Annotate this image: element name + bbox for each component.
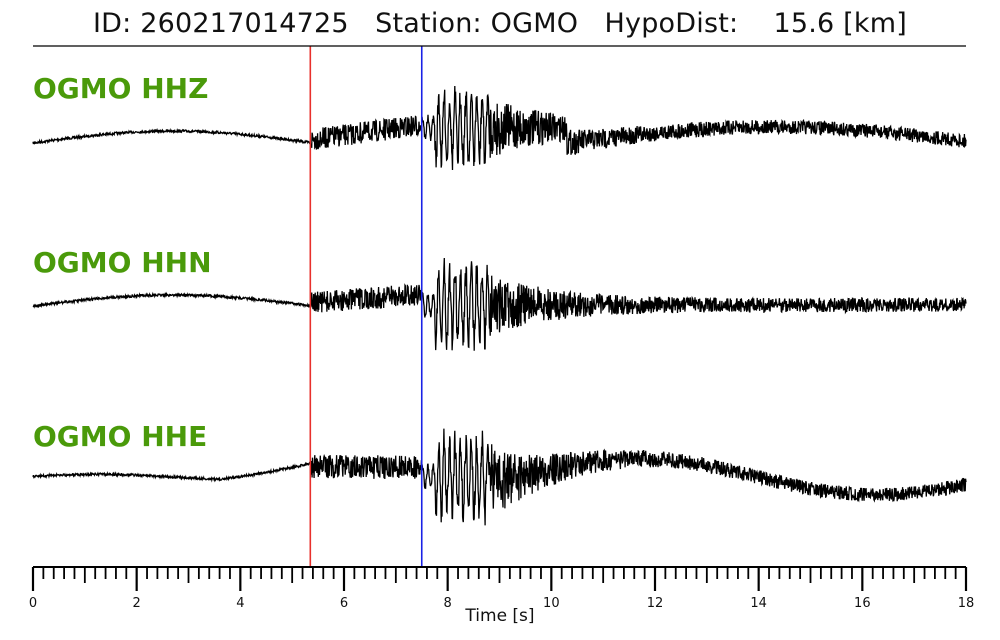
tick-label: 12	[647, 596, 664, 611]
station-label: Station:	[375, 8, 482, 39]
hypodist-label: HypoDist:	[604, 8, 739, 39]
station-value: OGMO	[490, 8, 579, 39]
tick-label: 6	[340, 596, 348, 611]
channel-label-hhn: OGMO HHN	[33, 246, 212, 279]
tick-label: 0	[29, 596, 37, 611]
pick-lines	[309, 46, 423, 567]
tick-label: 8	[444, 596, 452, 611]
trace-hhe	[32, 428, 967, 526]
tick-label: 14	[750, 596, 767, 611]
id-label: ID:	[93, 8, 132, 39]
tick-label: 18	[958, 596, 975, 611]
hypodist-value: 15.6	[773, 8, 835, 39]
time-axis: 0 2 4 6 8 10 12 14 16 18	[29, 566, 975, 611]
trace-hhz	[32, 85, 967, 171]
chart-title: ID: 260217014725 Station: OGMO HypoDist:…	[0, 8, 1000, 39]
channel-label-hhe: OGMO HHE	[33, 420, 208, 453]
hypodist-unit: [km]	[843, 8, 907, 39]
tick-label: 2	[133, 596, 141, 611]
x-axis-label: Time [s]	[465, 606, 535, 626]
channel-label-hhz: OGMO HHZ	[33, 72, 209, 105]
tick-label: 10	[543, 596, 560, 611]
event-id: 260217014725	[140, 8, 349, 39]
trace-hhn	[32, 257, 967, 351]
tick-label: 4	[236, 596, 244, 611]
tick-label: 16	[854, 596, 871, 611]
trace-group	[32, 85, 967, 526]
